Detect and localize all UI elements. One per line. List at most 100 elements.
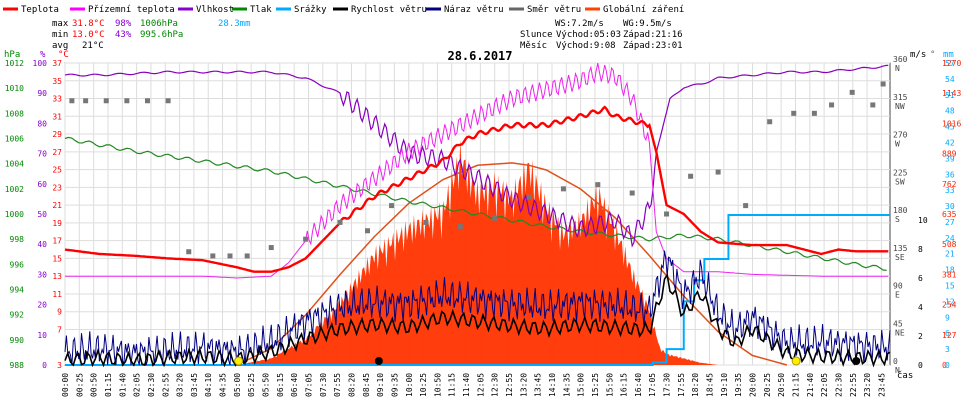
x-tick-label: 10:25 bbox=[419, 373, 428, 397]
ground-temperature-line bbox=[65, 62, 889, 279]
unit-mm: mm bbox=[943, 50, 954, 60]
x-tick-label: 06:40 bbox=[290, 373, 299, 397]
wind-direction-point bbox=[629, 190, 635, 196]
chart-title: 28.6.2017 bbox=[447, 49, 512, 63]
axes: 3791113151719212325272931333537010203040… bbox=[5, 55, 962, 375]
tick-ms: 10 bbox=[918, 216, 928, 225]
tick-deg-dir: E bbox=[895, 291, 900, 300]
tick-degc: 21 bbox=[52, 201, 62, 210]
wind-direction-point bbox=[526, 194, 532, 200]
tick-deg: 45 bbox=[893, 319, 903, 328]
tick-pct: 60 bbox=[37, 180, 47, 189]
tick-hpa: 996 bbox=[10, 260, 25, 269]
temperature-line bbox=[64, 105, 889, 273]
sun-rise: Východ:05:03 bbox=[556, 30, 621, 40]
tick-pct: 10 bbox=[37, 331, 47, 340]
x-tick-label: 18:45 bbox=[706, 373, 715, 397]
stats-avg-label: avg bbox=[52, 41, 68, 51]
tick-mm: 48 bbox=[945, 107, 955, 116]
tick-degc: 25 bbox=[52, 166, 62, 175]
x-tick-label: 13:20 bbox=[519, 373, 528, 397]
x-tick-label: 16:15 bbox=[620, 373, 629, 397]
x-tick-label: 02:55 bbox=[161, 373, 170, 397]
wind-direction-point bbox=[103, 98, 109, 104]
humidity-line bbox=[64, 64, 889, 248]
sun-set: Západ:21:16 bbox=[623, 30, 683, 40]
x-tick-label: 16:40 bbox=[634, 373, 643, 397]
moonset-marker bbox=[852, 357, 861, 365]
tick-hpa: 1008 bbox=[5, 109, 24, 118]
stats-min-temp: 13.0°C bbox=[72, 30, 105, 40]
x-tick-label: 17:05 bbox=[648, 373, 657, 397]
tick-deg: 225 bbox=[893, 168, 908, 177]
unit-ms: m/s bbox=[910, 50, 926, 60]
tick-degc: 35 bbox=[52, 77, 62, 86]
wind-direction-point bbox=[880, 81, 886, 87]
tick-degc: 19 bbox=[52, 219, 62, 228]
tick-mm: 27 bbox=[945, 218, 955, 227]
x-tick-label: 13:45 bbox=[534, 373, 543, 397]
tick-degc: 13 bbox=[52, 272, 62, 281]
wind-direction-point bbox=[423, 219, 429, 225]
legend-radiation: Globální záření bbox=[603, 5, 684, 15]
x-tick-label: 01:15 bbox=[104, 373, 113, 397]
wind-direction-point bbox=[829, 102, 835, 108]
tick-deg-dir: SW bbox=[895, 177, 905, 186]
x-tick-label: 22:55 bbox=[849, 373, 858, 397]
tick-mm: 45 bbox=[945, 123, 955, 132]
tick-pct: 80 bbox=[37, 119, 47, 128]
wind-direction-point bbox=[83, 98, 89, 104]
tick-deg: 360 bbox=[893, 55, 908, 64]
x-tick-label: 05:00 bbox=[233, 373, 242, 397]
wind-direction-point bbox=[870, 102, 876, 108]
x-tick-label: 11:40 bbox=[462, 373, 471, 397]
legend-wind-speed: Rychlost větru bbox=[351, 5, 427, 15]
tick-deg-dir: S bbox=[895, 215, 900, 224]
tick-deg: 180 bbox=[893, 206, 908, 215]
tick-pct: 90 bbox=[37, 89, 47, 98]
x-tick-label: 04:35 bbox=[219, 373, 228, 397]
x-tick-label: 02:30 bbox=[147, 373, 156, 397]
stats-max-press: 1006hPa bbox=[140, 19, 178, 29]
tick-hpa: 1004 bbox=[5, 160, 24, 169]
tick-hpa: 1006 bbox=[5, 135, 24, 144]
tick-wm2: 381 bbox=[942, 270, 957, 279]
x-tick-label: 15:25 bbox=[591, 373, 600, 397]
tick-mm: 24 bbox=[945, 234, 955, 243]
x-tick-label: 22:30 bbox=[834, 373, 843, 397]
x-tick-label: 08:20 bbox=[347, 373, 356, 397]
tick-deg: 90 bbox=[893, 282, 903, 291]
x-tick-label: 09:35 bbox=[390, 373, 399, 397]
tick-degc: 29 bbox=[52, 130, 62, 139]
x-tick-label: 04:10 bbox=[204, 373, 213, 397]
x-tick-label: 15:50 bbox=[605, 373, 614, 397]
legend-rain: Srážky bbox=[294, 5, 327, 15]
x-tick-label: 02:05 bbox=[133, 373, 142, 397]
x-tick-label: 19:10 bbox=[720, 373, 729, 397]
tick-deg: 135 bbox=[893, 244, 908, 253]
tick-wm2: 762 bbox=[942, 180, 957, 189]
unit-pct: % bbox=[40, 50, 46, 60]
tick-mm: 15 bbox=[945, 282, 955, 291]
moon-set: Západ:23:01 bbox=[623, 41, 683, 51]
tick-pct: 30 bbox=[37, 270, 47, 279]
tick-hpa: 998 bbox=[10, 235, 25, 244]
x-tick-label: 09:10 bbox=[376, 373, 385, 397]
stats-block: max 31.8°C 98% 1006hPa 28.3mm min 13.0°C… bbox=[52, 19, 683, 51]
tick-mm: 9 bbox=[945, 313, 950, 322]
legend-temperature: Teplota bbox=[21, 5, 59, 15]
unit-deg: ° bbox=[930, 50, 935, 60]
tick-deg: 270 bbox=[893, 131, 908, 140]
x-tick-label: 15:00 bbox=[577, 373, 586, 397]
stats-min-label: min bbox=[52, 30, 68, 40]
wind-direction-point bbox=[743, 203, 749, 209]
x-tick-label: 22:05 bbox=[820, 373, 829, 397]
moon-rise: Východ:9:08 bbox=[556, 41, 616, 51]
tick-deg: 0 bbox=[893, 357, 898, 366]
tick-wm2: 1016 bbox=[942, 119, 961, 128]
tick-wm2: 254 bbox=[942, 301, 957, 310]
tick-degc: 3 bbox=[57, 361, 62, 370]
wind-direction-point bbox=[227, 253, 233, 259]
tick-mm: 30 bbox=[945, 202, 955, 211]
